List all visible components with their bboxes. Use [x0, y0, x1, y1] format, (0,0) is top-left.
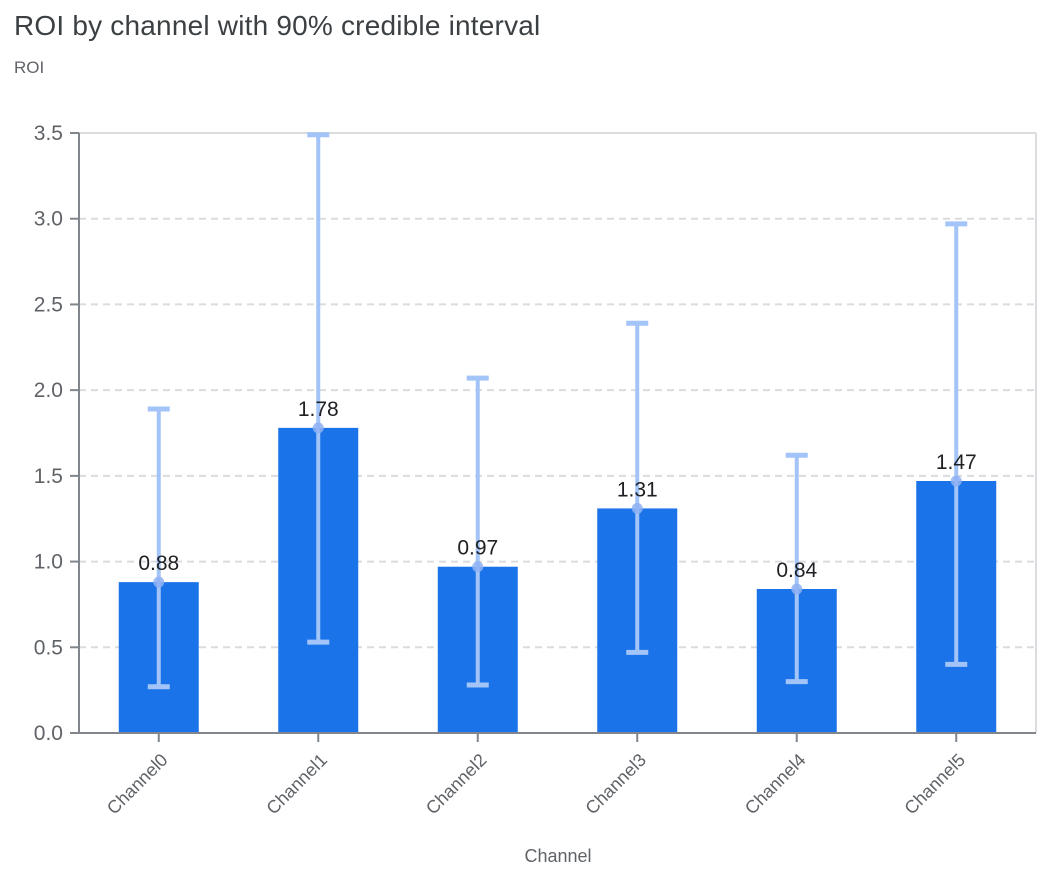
- x-tick-label: Channel5: [900, 750, 969, 819]
- y-tick-label: 2.5: [34, 293, 63, 316]
- x-tick-label: Channel2: [422, 750, 491, 819]
- error-bar-mean-marker: [312, 422, 324, 434]
- bar-value-label: 0.97: [457, 537, 498, 560]
- x-tick-label: Channel1: [262, 750, 331, 819]
- error-bar-mean-marker: [950, 475, 962, 487]
- x-tick-label: Channel0: [103, 750, 172, 819]
- error-bar-mean-marker: [631, 502, 643, 514]
- chart-title: ROI by channel with 90% credible interva…: [14, 10, 541, 41]
- y-axis-title: ROI: [14, 58, 45, 77]
- y-tick-label: 0.0: [34, 722, 63, 745]
- error-bar-mean-marker: [791, 583, 803, 595]
- x-tick-label: Channel4: [741, 750, 810, 819]
- x-axis-title: Channel: [524, 846, 592, 866]
- y-tick-label: 0.5: [34, 636, 63, 659]
- y-tick-label: 1.5: [34, 465, 63, 488]
- y-tick-label: 1.0: [34, 551, 63, 574]
- bar-value-label: 0.84: [776, 559, 817, 582]
- y-tick-label: 3.5: [34, 122, 63, 145]
- bar-value-label: 0.88: [138, 552, 179, 575]
- bar-value-label: 1.78: [298, 398, 339, 421]
- error-bar-mean-marker: [472, 561, 484, 573]
- y-tick-label: 3.0: [34, 208, 63, 231]
- y-tick-label: 2.0: [34, 379, 63, 402]
- bar-value-label: 1.31: [617, 478, 658, 501]
- error-bar-mean-marker: [153, 576, 165, 588]
- bar-value-label: 1.47: [936, 451, 977, 474]
- x-tick-label: Channel3: [581, 750, 650, 819]
